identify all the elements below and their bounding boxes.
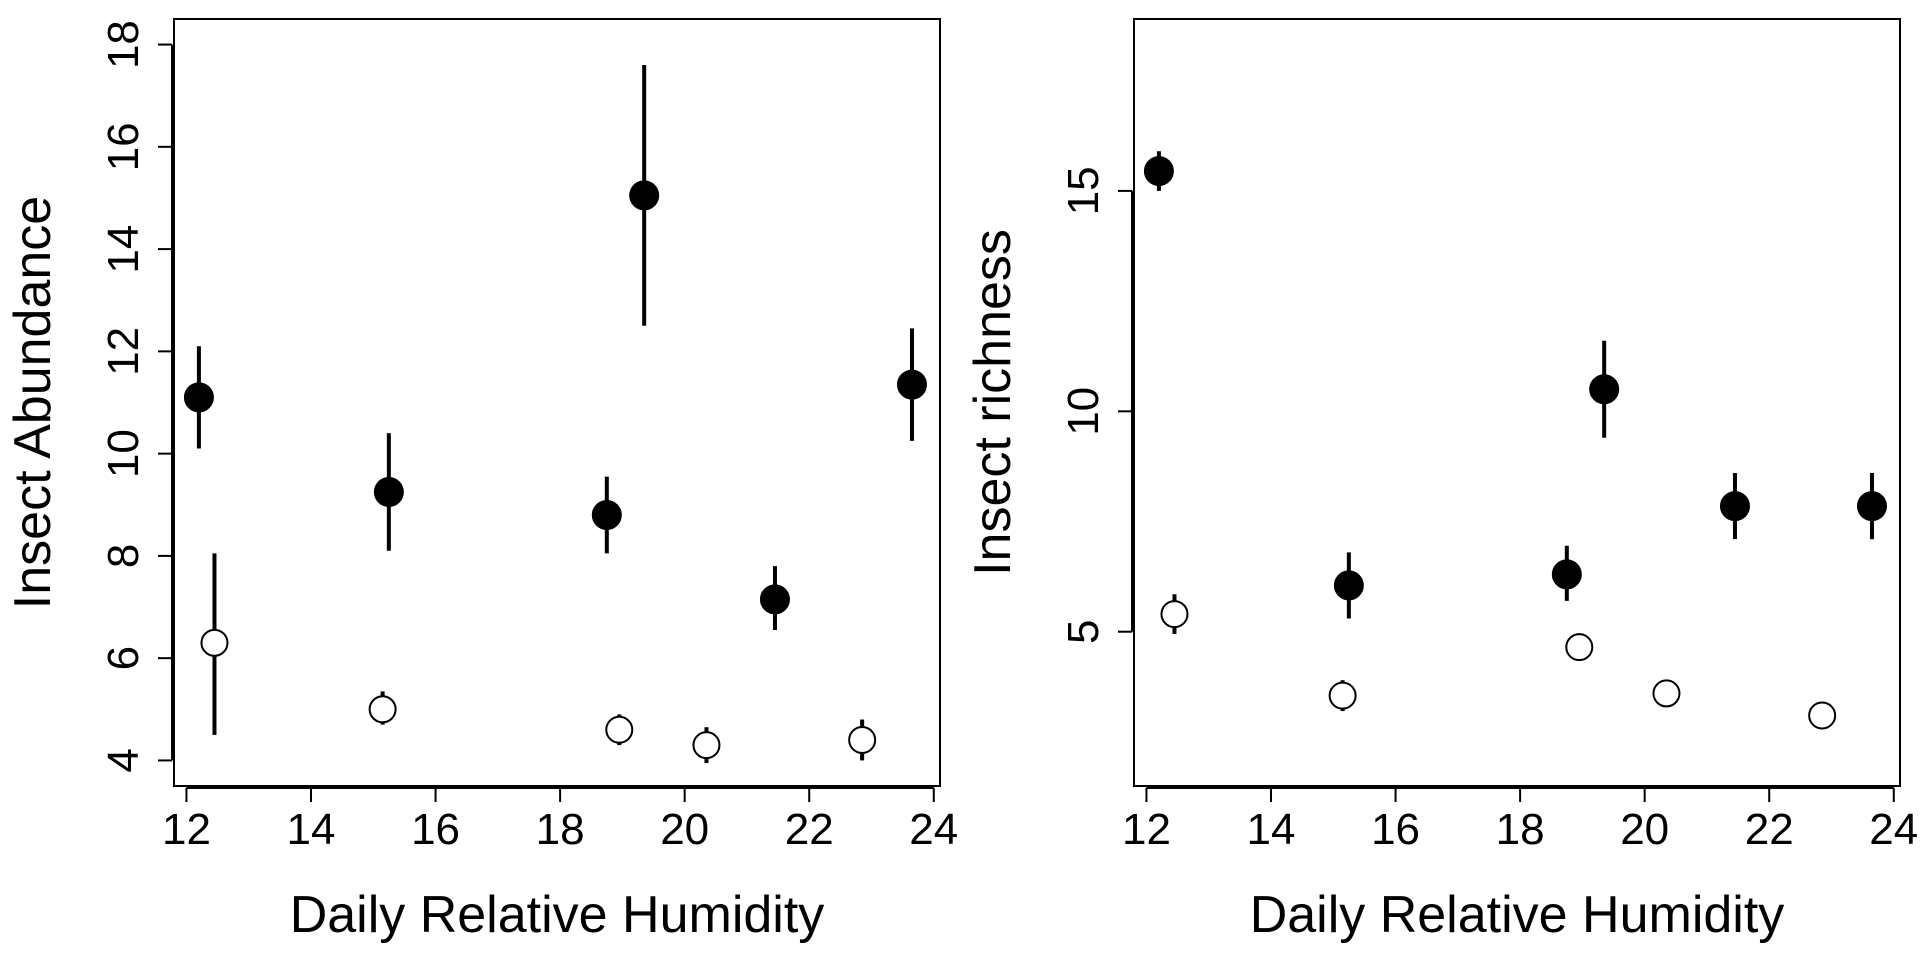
x-tick-label: 20 [660, 805, 709, 854]
open-point [368, 695, 397, 724]
x-axis-title: Daily Relative Humidity [1250, 886, 1785, 944]
plot-frame [173, 18, 941, 787]
x-tick-label: 20 [1620, 805, 1669, 854]
open-point [1808, 701, 1837, 730]
x-tick-label: 16 [1371, 805, 1420, 854]
x-tick-label: 12 [1122, 805, 1171, 854]
y-tick-label: 6 [99, 646, 148, 670]
x-tick-label: 16 [411, 805, 460, 854]
filled-point [591, 499, 622, 530]
filled-point [1719, 491, 1750, 522]
y-tick-label: 15 [1059, 166, 1108, 215]
x-tick-label: 22 [1745, 805, 1794, 854]
y-axis-title: Insect Abundance [4, 196, 62, 609]
x-tick-label: 14 [1247, 805, 1296, 854]
open-point [848, 725, 877, 754]
plot-frame [1133, 18, 1901, 787]
filled-point [183, 382, 214, 413]
x-tick-label: 18 [1496, 805, 1545, 854]
open-point [200, 628, 229, 657]
filled-point [896, 369, 927, 400]
x-tick-label: 24 [909, 805, 958, 854]
filled-point [1856, 491, 1887, 522]
open-point [1160, 600, 1189, 629]
open-point [1565, 633, 1594, 662]
filled-point [373, 476, 404, 507]
filled-point [629, 180, 660, 211]
y-axis-title: Insect richness [964, 229, 1022, 576]
y-tick-label: 16 [99, 122, 148, 171]
abundance-panel: 12 14 16 18 20 22 24 4 6 8 10 12 14 16 18 Daily Relativ… [4, 18, 958, 944]
richness-panel: 12 14 16 18 20 22 24 5 10 15 Daily Relative Humidi… [964, 18, 1918, 944]
y-tick-label: 12 [99, 327, 148, 376]
filled-point [1143, 156, 1174, 187]
x-tick-label: 22 [785, 805, 834, 854]
open-point [692, 731, 721, 760]
x-tick-label: 14 [287, 805, 336, 854]
y-tick-label: 4 [99, 748, 148, 772]
x-tick-label: 12 [162, 805, 211, 854]
x-axis-title: Daily Relative Humidity [290, 886, 825, 944]
y-tick-label: 5 [1059, 619, 1108, 643]
filled-point [1333, 570, 1364, 601]
x-tick-label: 18 [536, 805, 585, 854]
y-tick-label: 18 [99, 20, 148, 69]
y-tick-label: 10 [1059, 387, 1108, 436]
y-tick-label: 10 [99, 429, 148, 478]
x-tick-label: 24 [1869, 805, 1918, 854]
y-tick-label: 14 [99, 225, 148, 274]
filled-point [759, 584, 790, 615]
y-tick-label: 8 [99, 544, 148, 568]
open-point [605, 715, 634, 744]
open-point [1652, 679, 1681, 708]
open-point [1328, 681, 1357, 710]
filled-point [1589, 374, 1620, 405]
filled-point [1551, 559, 1582, 590]
